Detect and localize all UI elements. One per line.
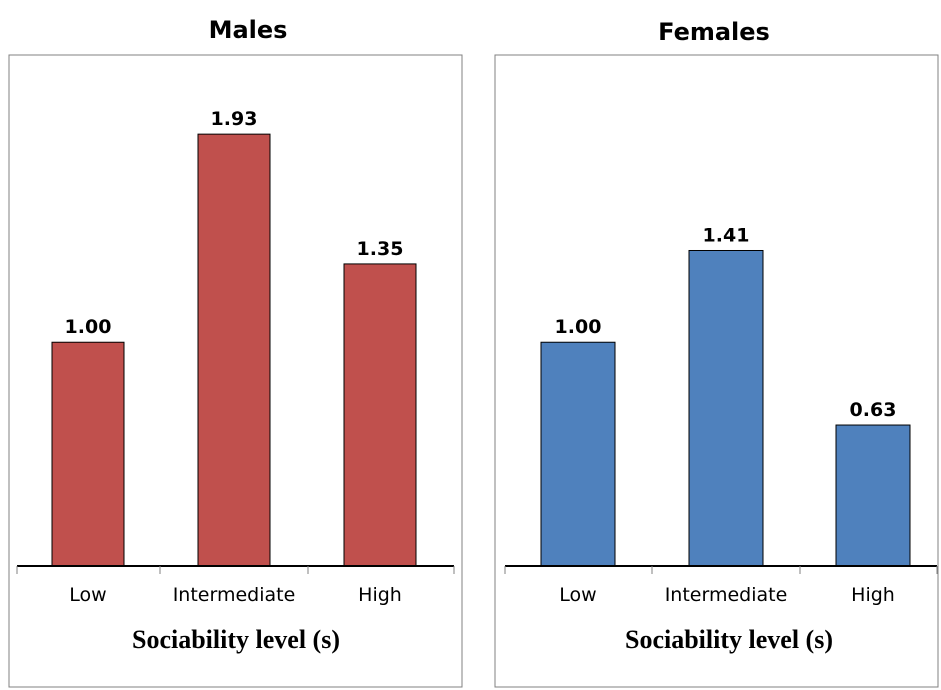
males-data-label-intermediate: 1.93: [211, 108, 258, 130]
males-panel: Males 1.00 1.93 1.35 Low Intermediate High S…: [8, 16, 463, 688]
males-bar-high: [343, 263, 417, 567]
females-panel: Females 1.00 1.41 0.63 Low Intermediate High…: [494, 18, 939, 688]
females-x-ticks: Low Intermediate High: [504, 566, 938, 606]
females-tick-label-low: Low: [559, 584, 596, 606]
males-bar-low: [51, 341, 125, 567]
males-tick-label-high: High: [358, 584, 402, 606]
females-x-axis-label: Sociability level (s): [625, 625, 833, 654]
females-data-label-high: 0.63: [850, 399, 897, 421]
males-x-axis-label: Sociability level (s): [132, 625, 340, 654]
males-tick-label-intermediate: Intermediate: [173, 584, 296, 606]
females-tick-label-intermediate: Intermediate: [665, 584, 788, 606]
males-bar-intermediate: [197, 133, 271, 567]
males-data-label-high: 1.35: [357, 238, 404, 260]
females-data-label-intermediate: 1.41: [703, 224, 750, 246]
females-bar-low: [540, 341, 616, 567]
females-bar-high: [835, 424, 911, 567]
females-bars: 1.00 1.41 0.63: [540, 224, 911, 567]
females-tick-label-high: High: [851, 584, 895, 606]
males-chart-title: Males: [209, 16, 288, 44]
males-tick-label-low: Low: [69, 584, 106, 606]
males-data-label-low: 1.00: [65, 316, 112, 338]
females-bar-intermediate: [688, 249, 764, 567]
males-x-ticks: Low Intermediate High: [16, 566, 455, 606]
females-chart-title: Females: [658, 18, 770, 46]
females-data-label-low: 1.00: [555, 316, 602, 338]
males-bars: 1.00 1.93 1.35: [51, 108, 417, 567]
